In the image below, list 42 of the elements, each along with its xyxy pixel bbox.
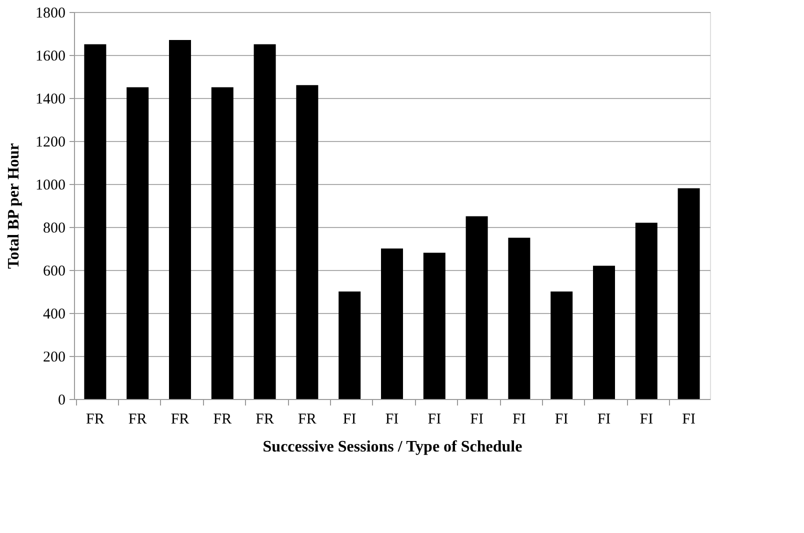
y-tick-label: 1800: [36, 6, 66, 22]
y-tick-label: 800: [43, 220, 66, 236]
x-tick-label: FI: [682, 412, 696, 428]
bar: [423, 252, 446, 399]
x-tick-label: FR: [256, 412, 274, 428]
x-tick-label: FI: [428, 412, 442, 428]
x-axis-title: Successive Sessions / Type of Schedule: [262, 438, 522, 456]
bar: [126, 87, 149, 399]
bar: [550, 292, 573, 399]
bar: [635, 222, 658, 399]
bar: [169, 40, 191, 399]
y-tick-label: 0: [58, 392, 66, 408]
y-tick-label: 1000: [36, 178, 66, 194]
x-tick-label: FI: [385, 412, 399, 428]
bar: [381, 248, 403, 399]
y-axis-title: Total BP per Hour: [6, 143, 22, 269]
y-tick-label: 400: [43, 306, 66, 322]
x-tick-label: FR: [170, 412, 190, 428]
x-tick-label: FI: [470, 412, 484, 428]
y-tick-label: 1400: [36, 92, 66, 108]
bar: [466, 216, 488, 399]
y-tick-label: 200: [43, 350, 66, 366]
y-tick-label: 1200: [36, 134, 66, 150]
x-tick-label: FI: [512, 412, 526, 428]
x-tick-label: FR: [213, 412, 232, 428]
x-tick-label: FR: [298, 412, 316, 428]
y-tick-label: 600: [43, 264, 66, 280]
x-tick-label: FI: [342, 412, 356, 428]
bar: [678, 188, 700, 399]
x-tick-label: FI: [597, 412, 611, 428]
bar: [296, 85, 318, 399]
x-tick-label: FI: [640, 412, 654, 428]
x-tick-label: FR: [128, 412, 147, 428]
y-tick-label: 1600: [36, 48, 66, 64]
bar: [211, 87, 234, 399]
x-tick-label: FI: [554, 412, 568, 428]
bar: [338, 292, 361, 399]
bar: [254, 44, 276, 399]
bar: [84, 44, 106, 399]
bar: [593, 266, 615, 399]
x-tick-label: FR: [86, 412, 104, 428]
bar: [508, 238, 530, 399]
